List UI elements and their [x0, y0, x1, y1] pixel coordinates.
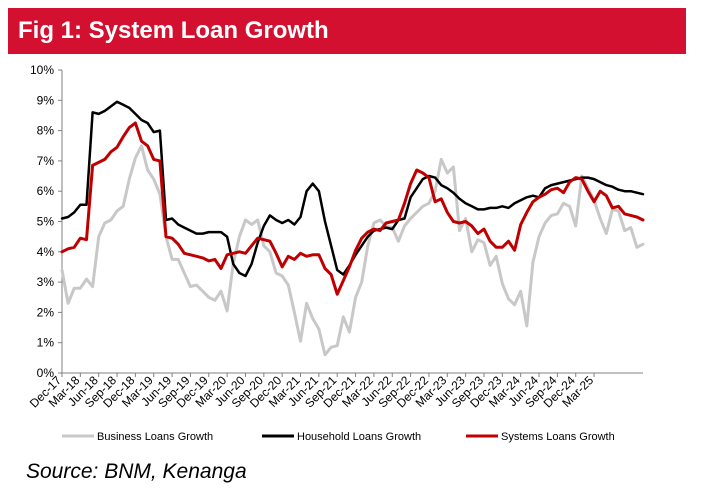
y-tick-label: 1% [37, 336, 55, 350]
line-chart: 0% 1% 2% 3% 4% 5% 6% 7% 8% 9% 10% Dec-17Mar-18Jun-… [27, 63, 645, 443]
chart-title: Fig 1: System Loan Growth [18, 17, 329, 44]
source-note: Source: BNM, Kenanga [26, 460, 247, 483]
y-tick-label: 5% [37, 215, 55, 229]
y-tick-label: 3% [37, 275, 55, 289]
plot-lines [60, 100, 645, 357]
y-tick-label: 10% [30, 63, 54, 77]
y-axis: 0% 1% 2% 3% 4% 5% 6% 7% 8% 9% 10% [30, 63, 63, 380]
series-line-3 [60, 121, 645, 296]
legend-label: Business Loans Growth [97, 431, 213, 443]
y-tick-label: 6% [37, 184, 55, 198]
legend-label: Household Loans Growth [297, 431, 421, 443]
y-tick-label: 7% [37, 154, 55, 168]
legend-label: Systems Loans Growth [501, 431, 615, 443]
y-tick-label: 8% [37, 124, 55, 138]
x-axis: Dec-17Mar-18Jun-18Sep-18Dec-18Mar-19Jun-… [27, 372, 643, 410]
legend: Business Loans Growth Household Loans Gro… [62, 431, 615, 443]
y-tick-label: 0% [37, 366, 55, 380]
y-tick-label: 2% [37, 305, 55, 319]
y-tick-label: 4% [37, 245, 55, 259]
y-tick-label: 9% [37, 93, 55, 107]
title-banner: Fig 1: System Loan Growth [8, 8, 686, 54]
series-line-1 [60, 144, 645, 357]
